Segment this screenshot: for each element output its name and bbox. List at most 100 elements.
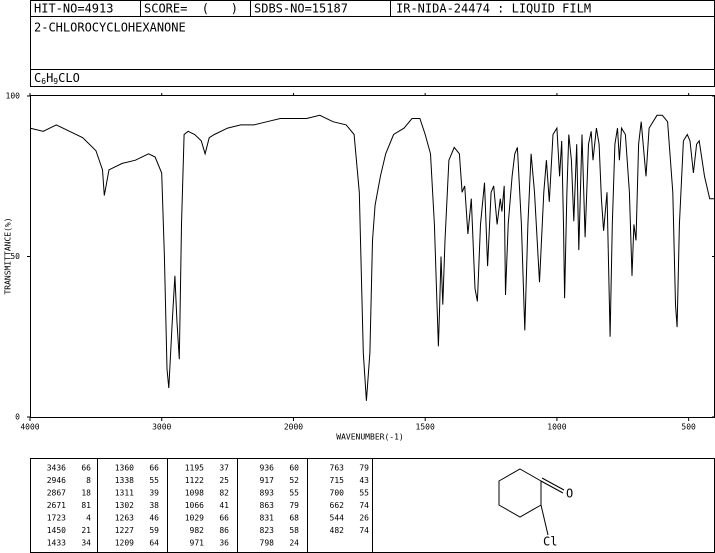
peak-wavenumber: 917 bbox=[260, 476, 275, 485]
peak-transmittance: 55 bbox=[359, 489, 369, 498]
sdbs-no: SDBS-NO=15187 bbox=[254, 2, 348, 16]
bond bbox=[541, 477, 565, 491]
peak-wavenumber: 715 bbox=[330, 476, 345, 485]
peak-transmittance: 8 bbox=[86, 476, 91, 485]
x-tick-label: 1000 bbox=[547, 423, 566, 432]
peak-wavenumber: 700 bbox=[330, 489, 345, 498]
peak-wavenumber: 936 bbox=[260, 464, 275, 473]
peak-wavenumber: 971 bbox=[190, 539, 205, 548]
peak-transmittance: 74 bbox=[359, 526, 369, 535]
peak-transmittance: 79 bbox=[359, 464, 369, 473]
peak-transmittance: 79 bbox=[289, 501, 299, 510]
peak-transmittance: 41 bbox=[219, 501, 229, 510]
atom-label: O bbox=[566, 487, 573, 501]
peak-transmittance: 34 bbox=[81, 539, 91, 548]
peak-transmittance: 4 bbox=[86, 514, 91, 523]
peak-transmittance: 26 bbox=[359, 514, 369, 523]
peak-transmittance: 25 bbox=[219, 476, 229, 485]
peak-transmittance: 24 bbox=[289, 539, 299, 548]
peak-wavenumber: 482 bbox=[330, 526, 345, 535]
peak-transmittance: 58 bbox=[289, 526, 299, 535]
formula-part: C bbox=[34, 71, 41, 85]
y-tick-label: 0 bbox=[15, 413, 20, 422]
x-tick-label: 500 bbox=[681, 423, 696, 432]
peak-wavenumber: 1433 bbox=[47, 539, 66, 548]
x-tick-label: 3000 bbox=[152, 423, 171, 432]
peak-transmittance: 66 bbox=[81, 464, 91, 473]
peak-wavenumber: 763 bbox=[330, 464, 345, 473]
peak-wavenumber: 1450 bbox=[47, 526, 66, 535]
peak-transmittance: 68 bbox=[289, 514, 299, 523]
peak-wavenumber: 823 bbox=[260, 526, 275, 535]
peak-transmittance: 55 bbox=[149, 476, 159, 485]
peak-transmittance: 18 bbox=[81, 489, 91, 498]
peak-wavenumber: 893 bbox=[260, 489, 275, 498]
peak-wavenumber: 1360 bbox=[115, 464, 134, 473]
peak-transmittance: 74 bbox=[359, 501, 369, 510]
formula-part: H bbox=[46, 71, 53, 85]
peak-transmittance: 55 bbox=[289, 489, 299, 498]
formula-sub: 6 bbox=[41, 77, 46, 86]
spectrum bbox=[29, 114, 715, 401]
x-tick-label: 1500 bbox=[416, 423, 435, 432]
peak-wavenumber: 3436 bbox=[47, 464, 66, 473]
header-box bbox=[30, 0, 715, 87]
peak-wavenumber: 1029 bbox=[185, 514, 204, 523]
atom-label: Cl bbox=[543, 535, 557, 549]
peak-transmittance: 36 bbox=[219, 539, 229, 548]
structure bbox=[498, 468, 565, 536]
peak-wavenumber: 863 bbox=[260, 501, 275, 510]
ring bbox=[498, 468, 542, 518]
peak-wavenumber: 1066 bbox=[185, 501, 204, 510]
peak-wavenumber: 1098 bbox=[185, 489, 204, 498]
peak-transmittance: 86 bbox=[219, 526, 229, 535]
compound-name: 2-CHLOROCYCLOHEXANONE bbox=[34, 21, 186, 35]
peak-transmittance: 59 bbox=[149, 526, 159, 535]
peak-transmittance: 21 bbox=[81, 526, 91, 535]
peak-wavenumber: 2946 bbox=[47, 476, 66, 485]
formula: C6H9CLO bbox=[34, 71, 80, 86]
x-tick-label: 2000 bbox=[284, 423, 303, 432]
peak-wavenumber: 1209 bbox=[115, 539, 134, 548]
peak-transmittance: 43 bbox=[359, 476, 369, 485]
peak-transmittance: 39 bbox=[149, 489, 159, 498]
bond bbox=[540, 504, 549, 536]
peak-transmittance: 38 bbox=[149, 501, 159, 510]
peak-transmittance: 52 bbox=[289, 476, 299, 485]
peak-transmittance: 82 bbox=[219, 489, 229, 498]
peak-wavenumber: 1195 bbox=[185, 464, 204, 473]
peak-wavenumber: 1227 bbox=[115, 526, 134, 535]
peak-transmittance: 60 bbox=[289, 464, 299, 473]
peak-wavenumber: 1311 bbox=[115, 489, 134, 498]
peak-transmittance: 66 bbox=[219, 514, 229, 523]
peak-wavenumber: 1263 bbox=[115, 514, 134, 523]
hit-no: HIT-NO=4913 bbox=[34, 2, 113, 16]
method: IR-NIDA-24474 : LIQUID FILM bbox=[396, 2, 591, 16]
peak-transmittance: 37 bbox=[219, 464, 229, 473]
bond bbox=[540, 480, 564, 494]
peak-transmittance: 81 bbox=[81, 501, 91, 510]
peak-wavenumber: 1723 bbox=[47, 514, 66, 523]
peak-wavenumber: 1302 bbox=[115, 501, 134, 510]
peak-wavenumber: 544 bbox=[330, 514, 345, 523]
peak-transmittance: 64 bbox=[149, 539, 159, 548]
y-tick-label: 50 bbox=[10, 252, 20, 261]
y-tick-label: 100 bbox=[6, 92, 21, 101]
peak-wavenumber: 1338 bbox=[115, 476, 134, 485]
peak-transmittance: 66 bbox=[149, 464, 159, 473]
x-tick-label: 4000 bbox=[20, 423, 39, 432]
peak-wavenumber: 798 bbox=[260, 539, 275, 548]
peak-wavenumber: 662 bbox=[330, 501, 345, 510]
formula-part: CLO bbox=[58, 71, 80, 85]
score: SCORE= ( ) bbox=[144, 2, 238, 16]
peak-wavenumber: 2671 bbox=[47, 501, 66, 510]
peak-wavenumber: 831 bbox=[260, 514, 275, 523]
peak-wavenumber: 2867 bbox=[47, 489, 66, 498]
x-axis-label: WAVENUMBER(-1) bbox=[336, 433, 403, 442]
formula-sub: 9 bbox=[53, 77, 58, 86]
y-axis-label: TRANSMITTANCE(%) bbox=[4, 217, 13, 294]
peak-transmittance: 46 bbox=[149, 514, 159, 523]
peak-wavenumber: 982 bbox=[190, 526, 205, 535]
peak-wavenumber: 1122 bbox=[185, 476, 204, 485]
